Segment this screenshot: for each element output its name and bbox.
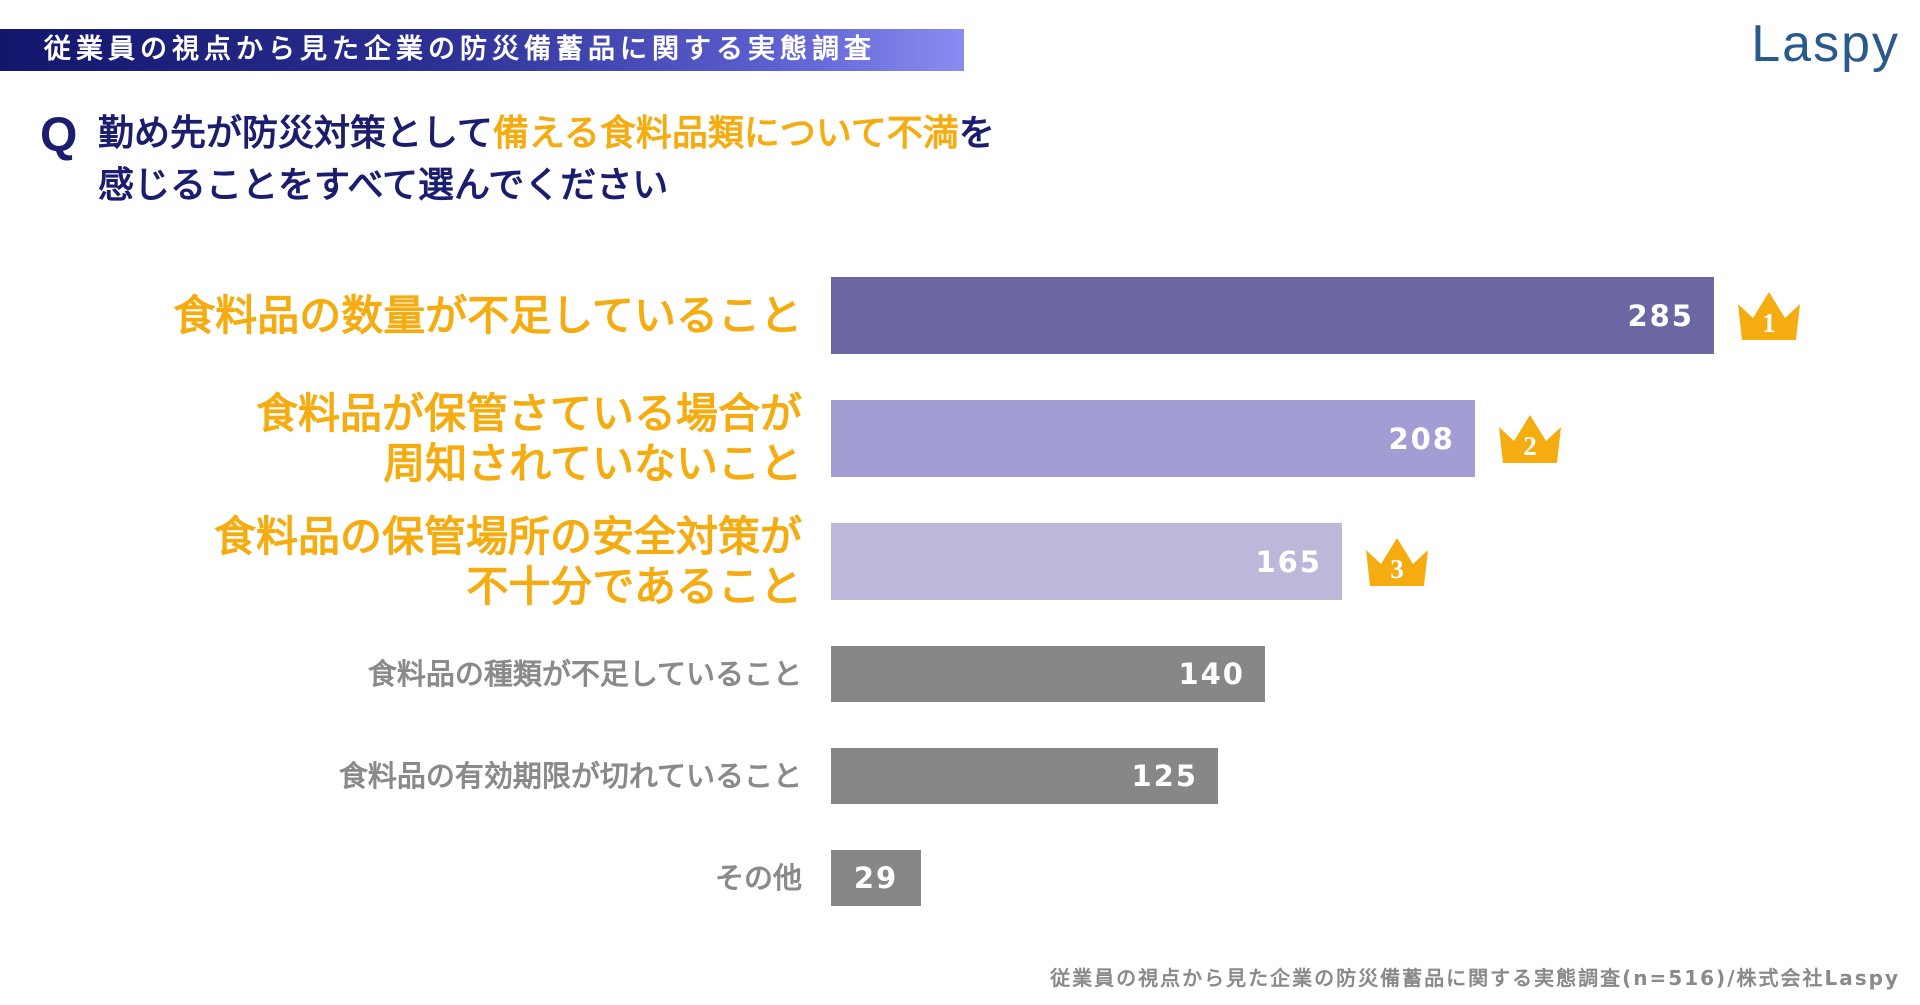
category-label-line: 食料品の数量が不足していること	[173, 290, 802, 340]
category-label: 食料品の種類が不足していること	[368, 646, 802, 702]
category-label-line: 食料品の種類が不足していること	[367, 657, 802, 691]
crown-icon: 3	[1364, 536, 1430, 588]
source-note: 従業員の視点から見た企業の防災備蓄品に関する実態調査(n=516)/株式会社La…	[1050, 966, 1900, 990]
category-label-line: その他	[714, 861, 802, 895]
crown-icon: 2	[1497, 413, 1563, 465]
header-band	[0, 29, 964, 71]
category-label-line: 不十分であること	[466, 561, 802, 611]
rank-number: 3	[1390, 553, 1404, 584]
category-label-line: 食料品が保管さている場合が	[255, 388, 802, 438]
survey-title: 従業員の視点から見た企業の防災備蓄品に関する実態調査	[44, 34, 876, 65]
rank-number: 1	[1762, 307, 1776, 338]
question-line-1-before: 勤め先が防災対策として	[98, 113, 493, 154]
brand-logo: Laspy	[1751, 15, 1900, 73]
bar: 208	[831, 400, 1475, 477]
question-highlight: 備える食料品類について不満	[492, 113, 959, 154]
value-label: 285	[1627, 298, 1694, 333]
category-label: その他	[715, 850, 802, 906]
bar: 285	[831, 277, 1714, 354]
category-label: 食料品が保管さている場合が 周知されていないこと	[256, 389, 802, 489]
value-label: 208	[1388, 421, 1455, 456]
bar: 140	[831, 646, 1265, 702]
crown-icon: 1	[1736, 290, 1802, 342]
question-line-1: 勤め先が防災対策として備える食料品類について不満を	[98, 108, 995, 160]
category-label-line: 食料品の保管場所の安全対策が	[213, 511, 802, 561]
value-label: 140	[1178, 657, 1245, 691]
question-text: 勤め先が防災対策として備える食料品類について不満を 感じることをすべて選んでくだ…	[98, 108, 995, 212]
category-label: 食料品の数量が不足していること	[173, 291, 802, 341]
value-label: 125	[1131, 759, 1198, 793]
bar: 29	[831, 850, 921, 906]
bar: 125	[831, 748, 1218, 804]
category-label-line: 食料品の有効期限が切れていること	[338, 759, 802, 793]
value-label: 29	[853, 861, 899, 895]
question-line-2: 感じることをすべて選んでください	[98, 165, 669, 206]
rank-number: 2	[1523, 430, 1537, 461]
category-label: 食料品の保管場所の安全対策が 不十分であること	[214, 512, 802, 612]
question-line-1-after: を	[958, 113, 995, 154]
question-mark: Q	[40, 109, 78, 162]
category-label-line: 周知されていないこと	[383, 438, 802, 488]
category-label: 食料品の有効期限が切れていること	[339, 748, 802, 804]
bar: 165	[831, 523, 1342, 600]
value-label: 165	[1255, 544, 1322, 579]
